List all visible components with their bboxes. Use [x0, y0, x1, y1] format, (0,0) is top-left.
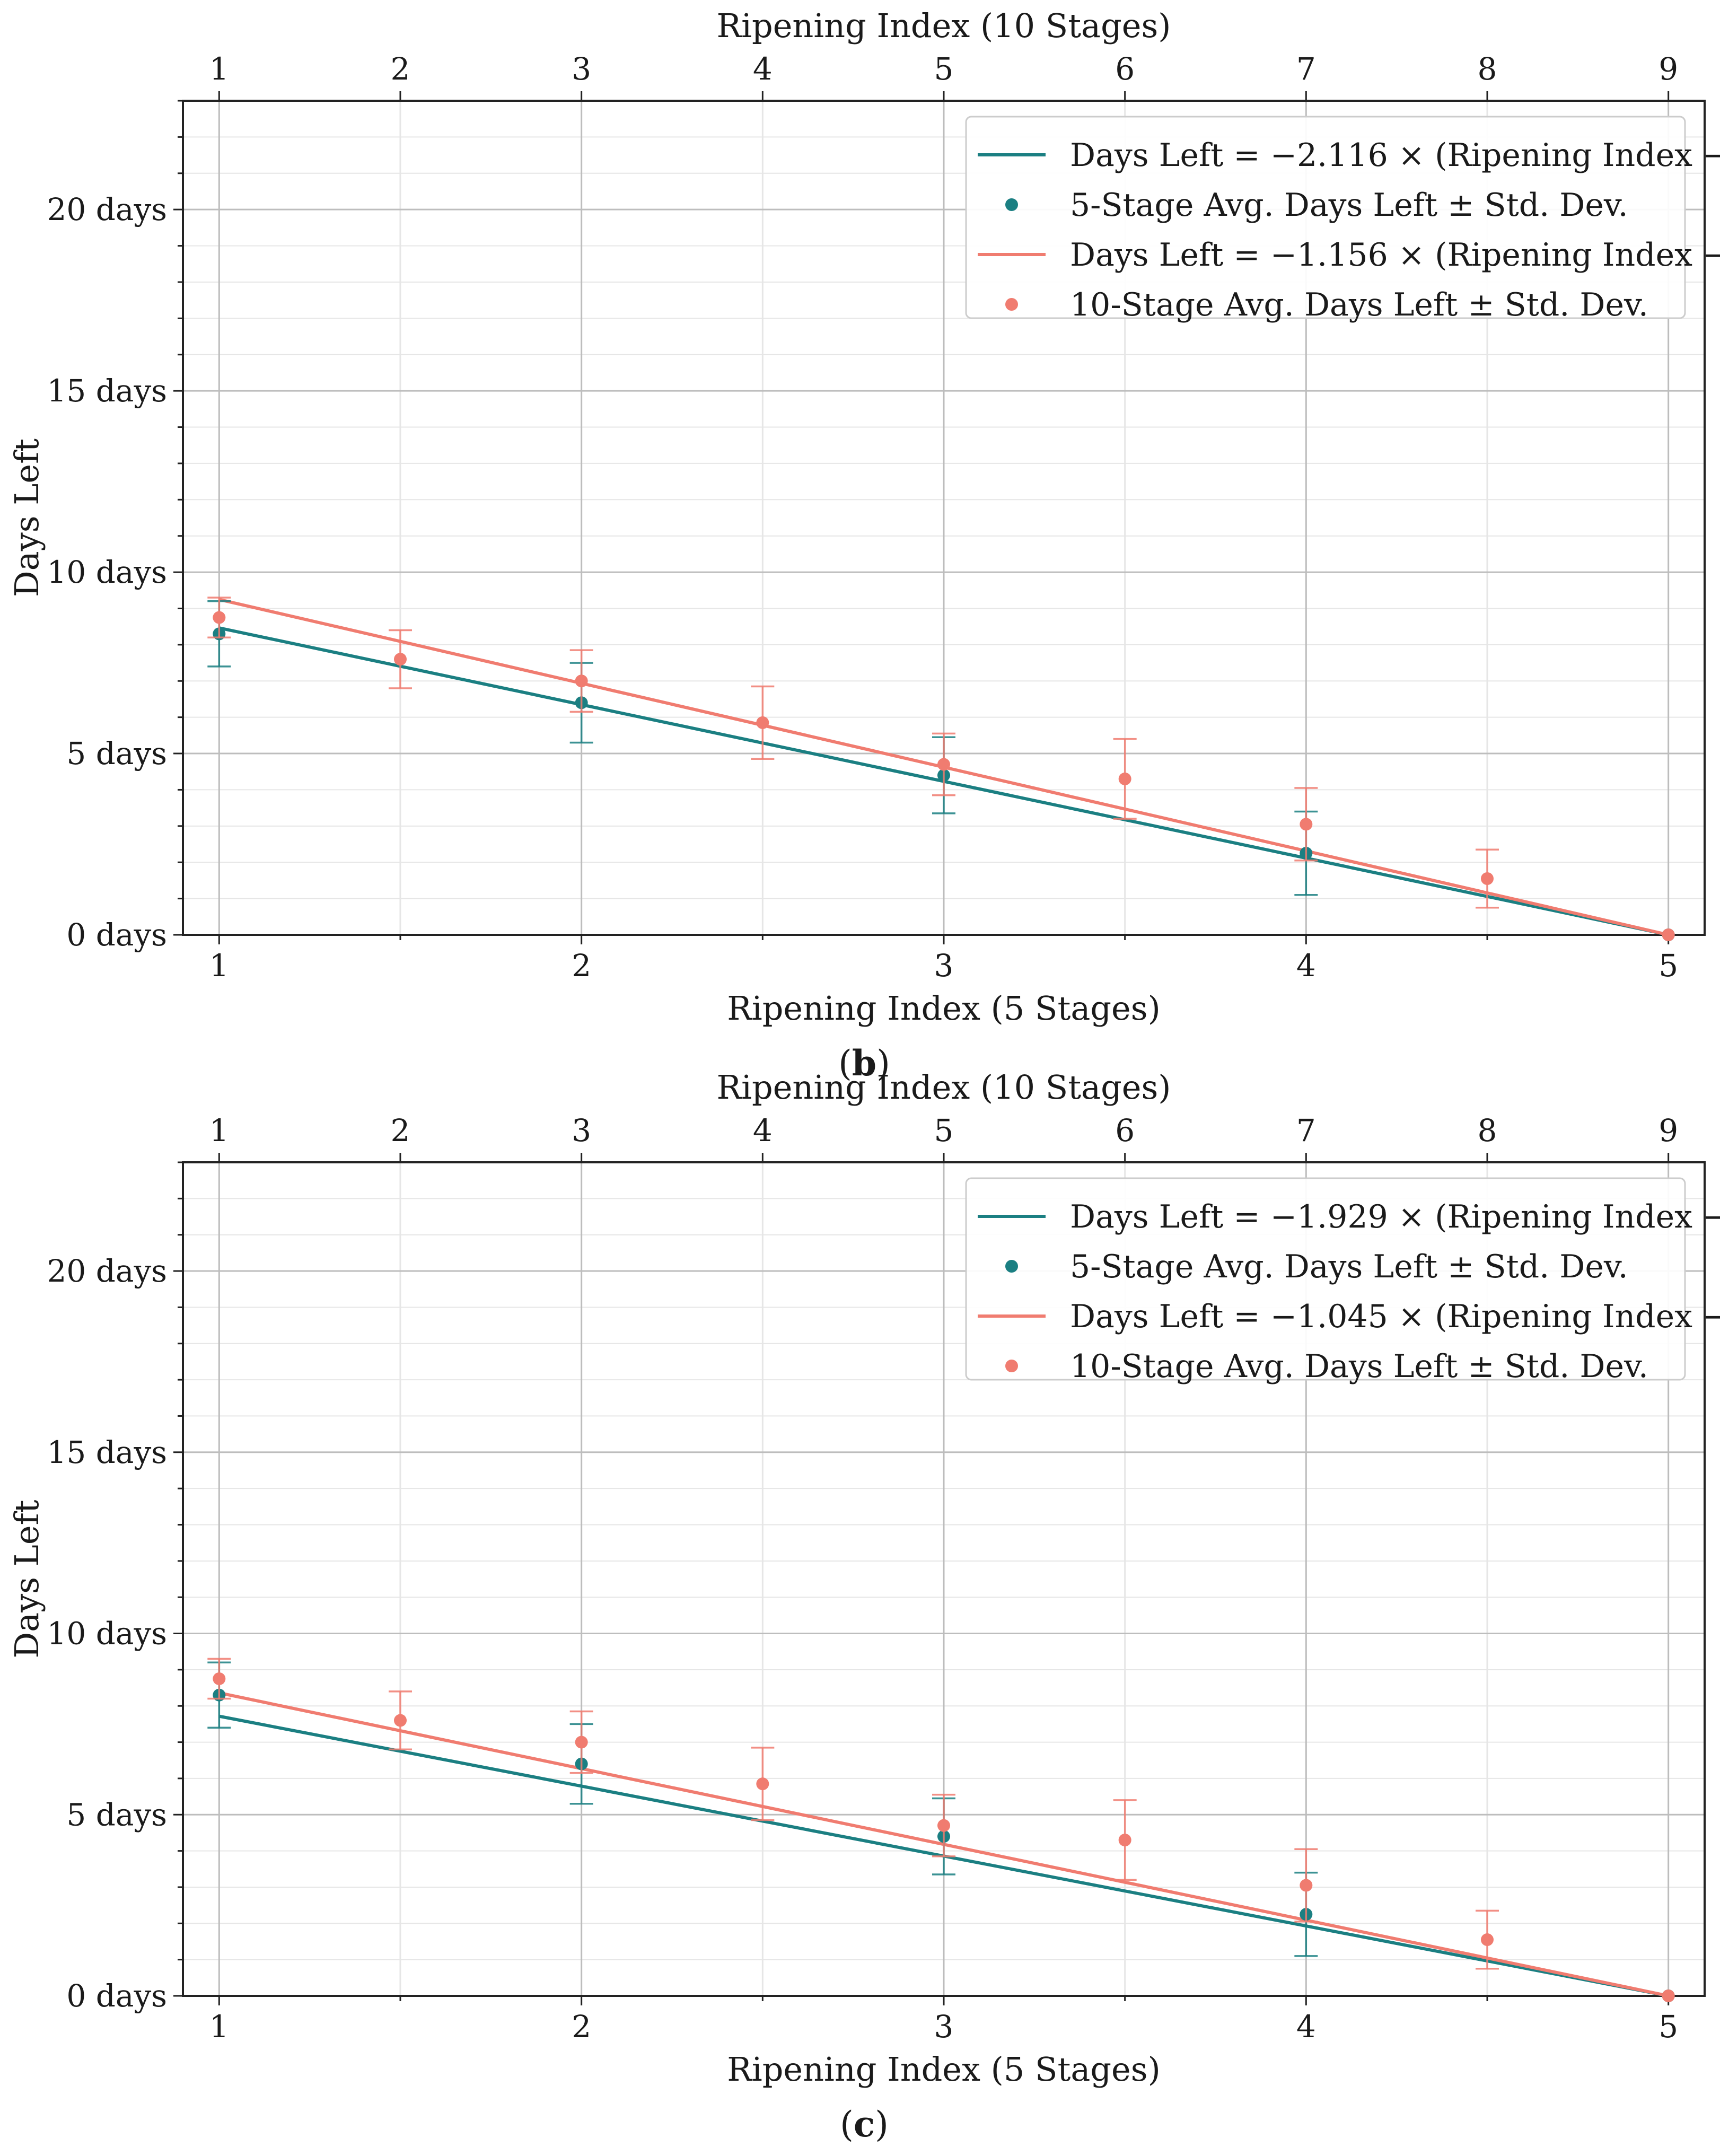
data-point	[1300, 1879, 1313, 1892]
panel-label-close-paren: )	[876, 1043, 890, 1084]
x-axis-title: Ripening Index (5 Stages)	[727, 989, 1161, 1028]
legend-entry-label: Days Left = −1.156 × (Ripening Index − 9…	[1070, 236, 1720, 274]
x2-tick-label: 1	[209, 1112, 229, 1149]
x2-axis-title: Ripening Index (10 Stages)	[717, 1068, 1171, 1107]
y-tick-label: 10 days	[47, 1616, 167, 1652]
x-tick-label: 4	[1296, 2009, 1316, 2045]
panel-label: (b)	[838, 1042, 890, 1084]
chart-panel-c: 0 days 5 days 10 days 15 days 20 days 1 2 3 4 5 1 2…	[7, 1068, 1720, 2145]
data-point	[1662, 1990, 1675, 2002]
series-salmon	[207, 597, 1675, 941]
data-point	[213, 1672, 226, 1685]
data-point	[575, 1736, 588, 1749]
y-axis-title: Days Left	[7, 1500, 46, 1658]
legend-swatch-dot	[1005, 1360, 1018, 1372]
x2-tick-label: 6	[1115, 51, 1135, 87]
x-axis-title: Ripening Index (5 Stages)	[727, 2050, 1161, 2089]
x-tick-label: 4	[1296, 948, 1316, 984]
legend-entry-label: Days Left = −1.045 × (Ripening Index − 9…	[1070, 1298, 1720, 1335]
x2-tick-label: 4	[753, 1112, 773, 1149]
y-tick-label: 5 days	[66, 1796, 167, 1833]
legend-entry-label: Days Left = −1.929 × (Ripening Index − 5…	[1070, 1198, 1720, 1235]
panel-label-close-paren: )	[875, 2104, 889, 2145]
data-point	[1300, 818, 1313, 831]
panel-label-open-paren: (	[838, 1043, 852, 1084]
data-point	[937, 758, 950, 771]
data-point	[1662, 928, 1675, 941]
x2-tick-label: 1	[209, 51, 229, 87]
x2-tick-label: 5	[934, 51, 954, 87]
y-tick-label: 10 days	[47, 554, 167, 590]
x2-tick-label: 2	[391, 1112, 410, 1149]
panel-label: (c)	[840, 2104, 889, 2145]
x-tick-label: 5	[1658, 948, 1678, 984]
data-point	[394, 653, 407, 666]
x2-tick-label: 8	[1478, 1112, 1497, 1149]
x2-axis-title: Ripening Index (10 Stages)	[717, 6, 1171, 45]
y-tick-label: 5 days	[66, 735, 167, 772]
x2-tick-label: 4	[753, 51, 773, 87]
data-point	[1481, 872, 1494, 885]
x-tick-label: 1	[209, 948, 229, 984]
x2-tick-label: 5	[934, 1112, 954, 1149]
x-tick-label: 5	[1658, 2009, 1678, 2045]
x2-tick-label: 3	[572, 51, 591, 87]
legend-swatch-dot	[1005, 198, 1018, 211]
legend-entry-label: 5-Stage Avg. Days Left ± Std. Dev.	[1070, 187, 1628, 224]
legend-swatch-dot	[1005, 298, 1018, 311]
legend-entry-label: 10-Stage Avg. Days Left ± Std. Dev.	[1070, 1348, 1648, 1385]
panel-label-letter: b	[852, 1042, 876, 1084]
chart-panel-b: 0 days 5 days 10 days 15 days 20 days 1 2 3 4 5 1 2…	[7, 6, 1720, 1084]
x2-tick-label: 6	[1115, 1112, 1135, 1149]
y-tick-label: 0 days	[66, 1978, 167, 2014]
x2-tick-label: 7	[1296, 51, 1316, 87]
x2-tick-label: 9	[1658, 51, 1678, 87]
y-tick-label: 15 days	[47, 1434, 167, 1470]
x-tick-label: 2	[572, 2009, 591, 2045]
x-tick-label: 1	[209, 2009, 229, 2045]
panel-label-open-paren: (	[840, 2104, 854, 2145]
y-tick-label: 0 days	[66, 917, 167, 953]
legend-entry-label: 5-Stage Avg. Days Left ± Std. Dev.	[1070, 1248, 1628, 1285]
legend: Days Left = −1.929 × (Ripening Index − 5…	[965, 1177, 1720, 1385]
x2-tick-label: 7	[1296, 1112, 1316, 1149]
data-point	[575, 674, 588, 688]
y-tick-label: 20 days	[47, 1253, 167, 1289]
y-tick-label: 15 days	[47, 373, 167, 409]
legend-box	[965, 1177, 1686, 1381]
data-point	[937, 1819, 950, 1832]
legend-entry-label: Days Left = −2.116 × (Ripening Index − 5…	[1070, 137, 1720, 174]
y-tick-label: 20 days	[47, 191, 167, 227]
x2-tick-label: 8	[1478, 51, 1497, 87]
data-point	[1118, 772, 1131, 785]
legend-box	[965, 116, 1686, 319]
data-point	[756, 716, 769, 729]
legend: Days Left = −2.116 × (Ripening Index − 5…	[965, 116, 1720, 323]
legend-entry-label: 10-Stage Avg. Days Left ± Std. Dev.	[1070, 286, 1648, 323]
x2-tick-label: 3	[572, 1112, 591, 1149]
panel-label-letter: c	[854, 2104, 875, 2145]
data-point	[1481, 1933, 1494, 1947]
data-point	[756, 1777, 769, 1791]
data-point	[1118, 1834, 1131, 1847]
data-point	[394, 1714, 407, 1727]
x2-tick-label: 9	[1658, 1112, 1678, 1149]
legend-swatch-dot	[1005, 1260, 1018, 1273]
data-point	[213, 611, 226, 624]
x-tick-label: 2	[572, 948, 591, 984]
x2-tick-label: 2	[391, 51, 410, 87]
x-tick-label: 3	[934, 2009, 954, 2045]
x-tick-label: 3	[934, 948, 954, 984]
series-salmon	[207, 1658, 1675, 2002]
y-axis-title: Days Left	[7, 439, 46, 597]
